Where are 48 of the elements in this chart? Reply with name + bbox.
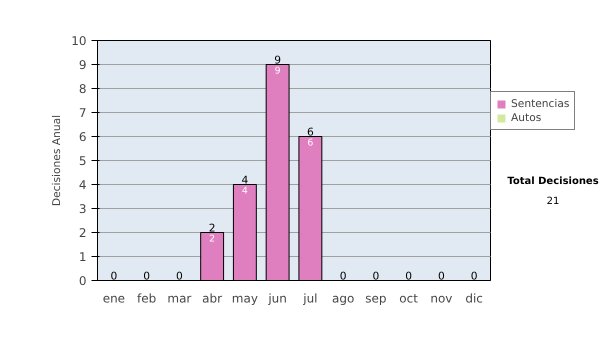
legend-label: Autos bbox=[511, 111, 542, 124]
y-tick-label: 1 bbox=[78, 250, 87, 264]
y-tick-label: 7 bbox=[78, 106, 87, 120]
x-tick-label: nov bbox=[430, 292, 452, 306]
x-tick-label: feb bbox=[137, 292, 156, 306]
x-tick-label: abr bbox=[202, 292, 222, 306]
data-label: 2 bbox=[209, 234, 216, 244]
bar bbox=[232, 184, 257, 280]
total-label: 0 bbox=[143, 270, 150, 282]
y-tick-label: 10 bbox=[71, 34, 87, 48]
data-label: 9 bbox=[274, 66, 281, 76]
x-tick-label: jun bbox=[267, 292, 287, 306]
total-label: 9 bbox=[274, 54, 282, 66]
y-tick-label: 2 bbox=[78, 226, 87, 240]
bar bbox=[298, 136, 322, 280]
text: Total Decisiones bbox=[507, 175, 599, 189]
x-tick-label: mar bbox=[167, 292, 192, 306]
data-label: 4 bbox=[242, 186, 248, 196]
x-tick-label: jul bbox=[302, 292, 318, 306]
y-tick-label: 0 bbox=[78, 274, 87, 288]
legend-label: Sentencias bbox=[511, 97, 570, 110]
x-tick-label: ene bbox=[102, 292, 126, 306]
x-tick-label: oct bbox=[399, 292, 418, 306]
y-axis-title: Decisiones Anual bbox=[50, 114, 64, 206]
y-tick-label: 5 bbox=[78, 154, 87, 168]
total-label: 0 bbox=[340, 270, 347, 282]
total-label: 0 bbox=[176, 270, 183, 282]
x-tick-label: sep bbox=[365, 292, 387, 306]
total-label: 0 bbox=[470, 270, 478, 282]
bar bbox=[200, 232, 224, 280]
total-label: 0 bbox=[405, 270, 412, 282]
x-tick-label: ago bbox=[332, 292, 354, 306]
total-label: 4 bbox=[241, 174, 248, 186]
total-label: 0 bbox=[372, 270, 380, 282]
text: 21 bbox=[546, 195, 560, 209]
total-label: 6 bbox=[306, 126, 314, 138]
x-tick-label: may bbox=[232, 292, 258, 306]
total-label: 0 bbox=[438, 270, 445, 282]
total-label: 2 bbox=[208, 222, 216, 234]
y-tick-label: 4 bbox=[78, 178, 87, 192]
y-tick-label: 9 bbox=[78, 58, 87, 72]
y-tick-label: 3 bbox=[78, 202, 87, 216]
y-tick-label: 6 bbox=[78, 130, 87, 144]
x-tick-label: dic bbox=[465, 292, 483, 306]
bar bbox=[266, 64, 290, 280]
data-label: 6 bbox=[307, 138, 314, 148]
y-tick-label: 8 bbox=[78, 82, 87, 96]
total-label: 0 bbox=[110, 270, 118, 282]
